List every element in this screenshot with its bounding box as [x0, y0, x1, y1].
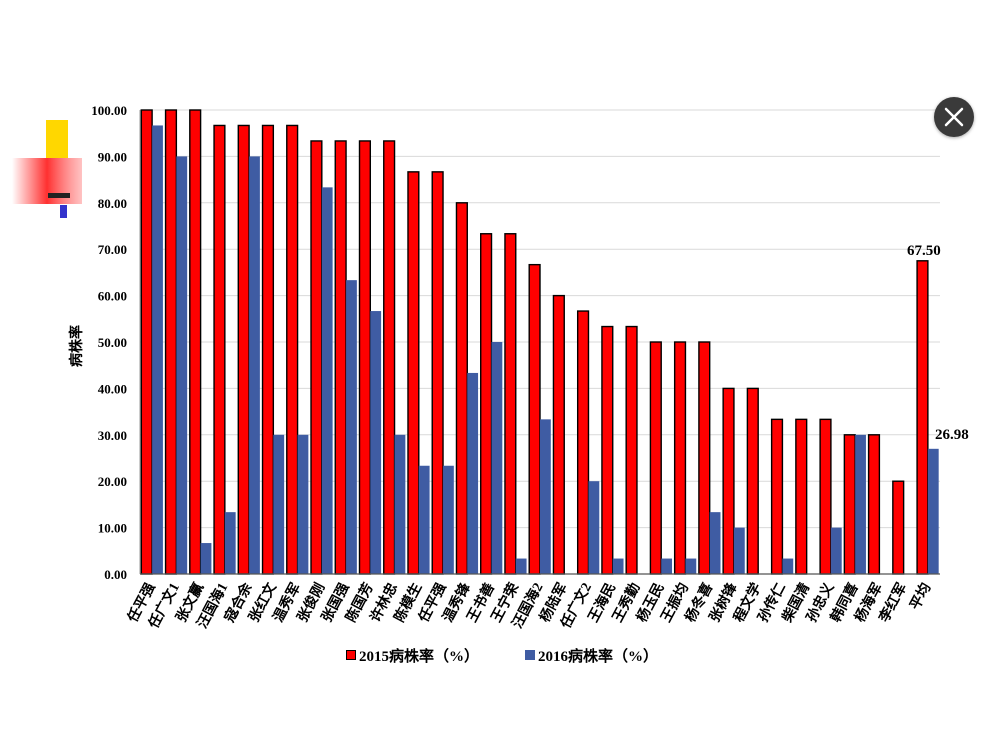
y-tick-label: 50.00	[98, 335, 127, 350]
bar-2016	[782, 558, 794, 574]
bar-2015	[237, 124, 250, 575]
bar-2015	[601, 325, 614, 575]
data-labels: 67.50 26.98	[907, 243, 969, 443]
bar-2015	[528, 263, 541, 575]
bar-2015	[480, 233, 493, 575]
bar-2015	[552, 294, 565, 575]
bar-2016	[224, 512, 236, 574]
bar-2016	[830, 527, 842, 574]
bar-2016	[152, 125, 163, 574]
y-tick-labels: 0.00 10.00 20.00 30.00 40.00 50.00 60.00 70.00 8…	[91, 103, 127, 582]
y-axis-title: 病株率	[68, 325, 85, 367]
bar-2015	[770, 418, 784, 575]
bar-2015	[867, 434, 881, 575]
bar-2016	[709, 512, 721, 574]
bar-2016	[540, 419, 551, 574]
bar-2015	[334, 140, 347, 575]
bar-2015	[649, 341, 662, 575]
bar-2015	[698, 341, 711, 575]
bar-2016	[321, 187, 333, 574]
bar-2015	[722, 387, 735, 575]
y-tick-label: 90.00	[98, 149, 127, 164]
bar-2015	[843, 434, 856, 575]
bar-2015	[383, 140, 396, 575]
x-category-labels: 任平强任广文1张文赢汪国海1寇合余张红文温秀军张俊刚张国强陈国芳许林忠陈模生任平…	[123, 579, 934, 632]
bar-2016	[515, 558, 527, 574]
bar-2015	[213, 124, 226, 575]
bar-2016	[297, 434, 309, 574]
bar-2015	[746, 387, 759, 575]
x-category-label: 平均	[906, 580, 934, 613]
bar-2016	[418, 465, 430, 574]
bar-2015	[286, 124, 299, 575]
bar-2016	[733, 527, 745, 574]
bar-2015	[916, 260, 929, 575]
bar-2015	[455, 202, 468, 575]
bar-2015	[140, 109, 153, 575]
data-label-2016-average: 26.98	[935, 427, 969, 443]
bar-2015	[504, 233, 517, 575]
data-label-2015-average: 67.50	[907, 243, 941, 259]
bar-2015	[892, 480, 905, 575]
bar-2016	[612, 558, 624, 574]
bar-2015	[576, 310, 590, 575]
legend: 2015病株率（%） 2016病株率（%）	[346, 644, 704, 666]
legend-swatch-2015	[346, 650, 356, 660]
y-tick-label: 0.00	[104, 567, 127, 582]
deco-yellow-block	[46, 120, 68, 158]
y-tick-label: 70.00	[98, 242, 127, 257]
bar-2015	[819, 418, 832, 575]
bar-2016	[661, 558, 673, 574]
legend-label-2015: 2015病株率（%）	[359, 648, 480, 665]
bar-2016	[855, 434, 866, 574]
bar-2015	[189, 109, 202, 575]
bar-2016	[467, 372, 479, 574]
y-tick-label: 10.00	[98, 521, 127, 536]
bar-2015	[407, 171, 420, 575]
bar-2016	[273, 434, 285, 574]
y-tick-label: 100.00	[91, 103, 127, 118]
bar-2016	[443, 465, 454, 574]
legend-label-2016: 2016病株率（%）	[538, 648, 659, 665]
bar-2015	[310, 140, 323, 575]
bar-2016	[200, 543, 212, 574]
bar-2015	[795, 418, 808, 575]
slide-decoration	[12, 120, 82, 218]
legend-item-2016: 2016病株率（%）	[525, 645, 658, 666]
bar-2016	[927, 448, 939, 574]
bar-2015	[358, 140, 372, 575]
bar-2015	[625, 325, 638, 575]
bar-2015	[164, 109, 178, 575]
bar-2015	[673, 341, 687, 575]
y-tick-label: 40.00	[98, 381, 127, 396]
bar-2016	[346, 280, 357, 574]
bar-2016	[491, 342, 503, 574]
deco-blue-block	[60, 205, 67, 218]
bar-2016	[685, 558, 697, 574]
y-tick-label: 60.00	[98, 289, 127, 304]
bar-chart: 0.00 10.00 20.00 30.00 40.00 50.00 60.00 70.00 8…	[68, 103, 969, 632]
bar-2016	[249, 156, 260, 574]
y-tick-label: 80.00	[98, 196, 127, 211]
bar-2016	[370, 311, 382, 574]
legend-item-2015: 2015病株率（%）	[346, 645, 479, 666]
deco-red-gradient	[12, 158, 82, 204]
y-tick-label: 20.00	[98, 474, 127, 489]
bar-2016	[394, 434, 406, 574]
close-icon	[944, 107, 964, 127]
bar-2016	[588, 481, 600, 574]
close-button[interactable]	[934, 97, 974, 137]
bar-2016	[176, 156, 188, 574]
deco-dark-bar	[48, 193, 70, 198]
bar-2015	[431, 171, 444, 575]
legend-swatch-2016	[525, 650, 536, 660]
bar-2015	[261, 124, 275, 575]
y-tick-label: 30.00	[98, 428, 127, 443]
